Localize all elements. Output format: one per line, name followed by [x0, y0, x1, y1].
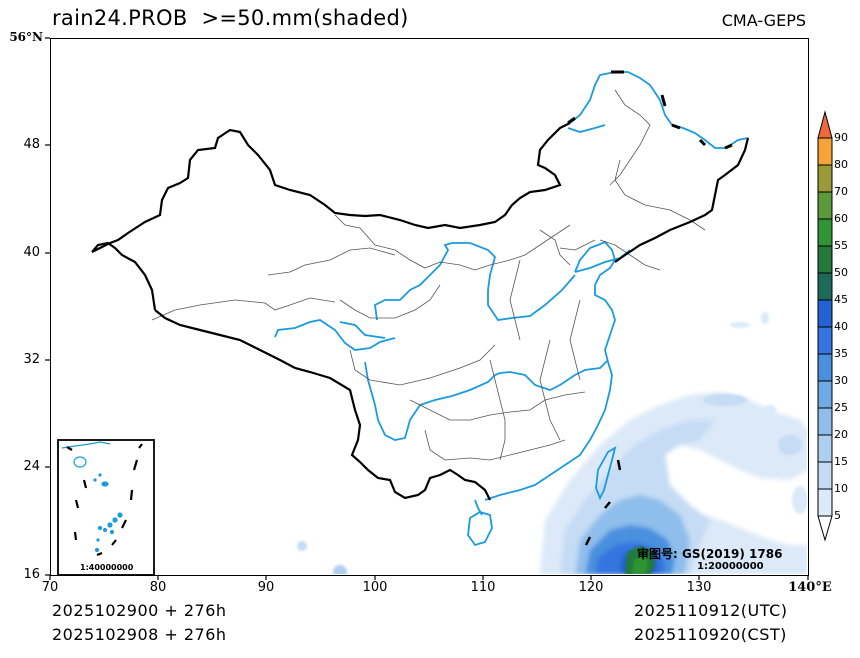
x-tick-80: 80	[149, 580, 167, 595]
x-tick-130: 130	[686, 580, 712, 595]
colorbar-label-40: 40	[834, 320, 848, 333]
colorbar-label-30: 30	[834, 374, 848, 387]
y-tick-56: 56°N	[9, 30, 43, 44]
colorbar-label-5: 5	[834, 509, 841, 522]
colorbar-label-20: 20	[834, 428, 848, 441]
y-tick-16: 16	[23, 567, 40, 582]
x-tick-120: 120	[578, 580, 604, 595]
x-tick-100: 100	[362, 580, 388, 595]
valid-time-utc: 2025110912(UTC)	[634, 601, 788, 620]
colorbar-label-80: 80	[834, 158, 848, 171]
y-tick-40: 40	[23, 245, 40, 260]
valid-time-cst: 2025110920(CST)	[634, 625, 787, 644]
colorbar-label-50: 50	[834, 266, 848, 279]
colorbar-label-35: 35	[834, 347, 848, 360]
init-time-cst: 2025102908 + 276h	[52, 625, 227, 644]
main-map-scale: 1:20000000	[697, 561, 764, 572]
colorbar-label-55: 55	[834, 239, 848, 252]
map-frame	[50, 38, 809, 576]
colorbar-label-60: 60	[834, 212, 848, 225]
precip-probability-shading	[297, 312, 807, 574]
colorbar	[817, 110, 833, 542]
colorbar-label-10: 10	[834, 482, 848, 495]
colorbar-label-25: 25	[834, 401, 848, 414]
init-time-utc: 2025102900 + 276h	[52, 601, 227, 620]
x-tick-90: 90	[257, 580, 275, 595]
inset-map-scale: 1:40000000	[80, 563, 134, 572]
y-tick-32: 32	[23, 352, 40, 367]
map-review-number: 审图号: GS(2019) 1786	[637, 547, 783, 561]
colorbar-label-90: 90	[834, 131, 848, 144]
x-tick-70: 70	[41, 580, 59, 595]
colorbar-label-15: 15	[834, 455, 848, 468]
province-boundaries	[151, 89, 706, 461]
y-tick-48: 48	[23, 137, 40, 152]
x-tick-140: 140°E	[788, 580, 832, 595]
x-tick-110: 110	[470, 580, 496, 595]
y-tick-24: 24	[23, 459, 40, 474]
national-boundary	[91, 70, 750, 546]
chart-title: rain24.PROB >=50.mm(shaded)	[52, 6, 409, 30]
colorbar-label-45: 45	[834, 293, 848, 306]
model-source-label: CMA-GEPS	[721, 11, 806, 30]
south-china-sea-inset	[57, 439, 155, 576]
colorbar-label-70: 70	[834, 185, 848, 198]
